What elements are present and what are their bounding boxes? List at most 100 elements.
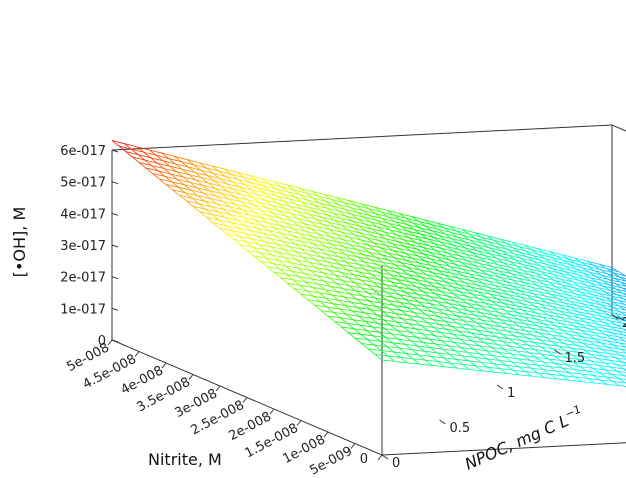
surface-line [577,274,585,280]
surface-line [411,349,419,356]
surface-line [442,261,456,265]
surface-line [467,266,481,271]
surface-line [620,281,626,285]
surface-line [440,332,448,338]
surface-line [317,233,325,240]
surface-line [519,325,532,329]
surface-line [334,219,347,224]
surface-line [621,287,626,291]
surface-line [364,261,377,265]
surface-line [495,251,509,256]
surface-line [429,251,437,258]
surface-line [549,251,563,256]
surface-line [439,323,453,327]
surface-line [558,266,571,271]
surface-line [543,323,556,327]
surface-line [440,332,454,335]
surface-line [352,319,360,326]
surface-line [361,343,369,350]
surface-line [493,278,507,283]
surface-line [164,176,178,180]
surface-line [601,310,615,314]
surface-line [398,338,406,345]
surface-line [453,250,467,255]
surface-line [194,172,202,178]
surface-line [374,249,388,254]
surface-line [334,266,348,271]
surface-line [466,260,474,266]
surface-line [137,154,151,159]
surface-line [467,266,475,273]
surface-line [378,233,386,240]
surface-line [417,255,431,260]
surface-line [362,295,370,302]
surface-line [412,304,426,308]
surface-line [445,239,453,246]
surface-line [306,238,314,245]
surface-line [518,318,531,322]
surface-line [598,365,611,368]
surface-line [257,187,265,194]
surface-line [193,164,201,171]
surface-line [262,185,270,192]
surface-line [274,227,282,234]
surface-line [264,199,272,206]
surface-line [261,178,275,183]
surface-line [204,200,218,205]
surface-line [459,338,467,345]
surface-line [294,243,308,247]
surface-line [536,278,549,283]
surface-line [367,284,380,288]
surface-line [298,225,312,230]
surface-line [425,225,433,232]
surface-line [461,305,475,309]
nitrite-tick-mark [107,339,113,346]
surface-line [359,225,372,230]
surface-line [474,271,488,275]
surface-line [364,223,372,230]
surface-line [268,230,282,234]
surface-line [557,261,570,266]
surface-line [542,283,550,289]
surface-line [218,219,232,224]
surface-line [314,304,322,311]
surface-line [570,269,578,275]
surface-line [599,336,607,342]
surface-line [477,250,491,255]
surface-line [578,317,586,323]
surface-line [549,287,557,293]
surface-line [549,251,557,257]
surface-line [335,274,343,281]
surface-line [252,196,260,203]
surface-line [381,302,389,309]
surface-line [323,280,337,284]
surface-line [206,167,219,172]
surface-line [346,222,354,229]
surface-line [309,262,323,266]
surface-line [210,206,219,213]
surface-line [589,277,603,281]
surface-line [375,256,389,261]
surface-line [236,211,244,218]
surface-line [471,252,479,258]
surface-line [575,263,589,267]
surface-line [513,328,521,334]
surface-line [336,197,344,203]
surface-line [306,192,319,197]
surface-line [124,143,138,148]
surface-line [409,281,423,285]
surface-line [506,281,520,285]
surface-line [478,298,492,302]
surface-line [245,241,259,245]
surface-line [295,203,309,208]
surface-line [399,302,413,305]
surface-line [505,316,513,323]
surface-line [530,321,538,327]
surface-line [208,182,216,189]
surface-line [570,269,584,274]
surface-line [425,359,438,362]
surface-line [243,177,257,181]
surface-line [218,170,232,175]
surface-line [405,252,419,257]
surface-line [469,369,483,372]
